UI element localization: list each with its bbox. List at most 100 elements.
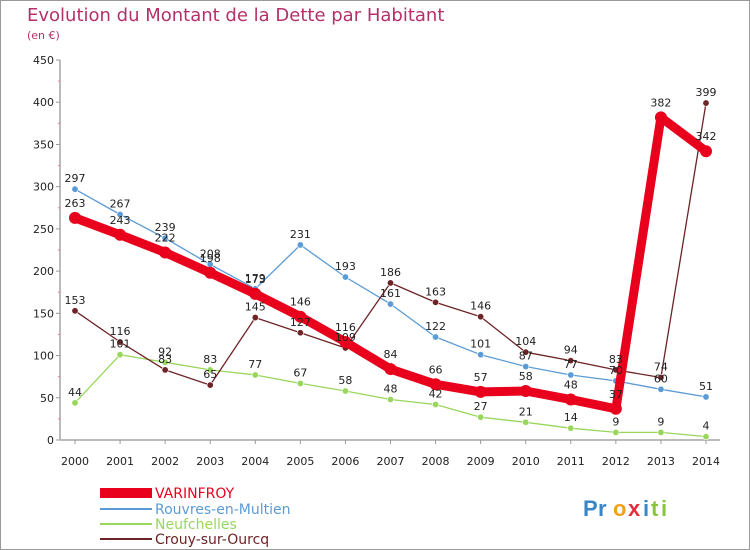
data-label: 65 — [203, 368, 217, 381]
data-point — [702, 393, 710, 401]
data-point — [341, 387, 349, 395]
data-point — [432, 298, 440, 306]
y-tick-label: 250 — [33, 223, 54, 236]
data-label: 58 — [519, 370, 533, 383]
data-point — [251, 371, 259, 379]
data-label: 60 — [654, 372, 668, 385]
data-point — [296, 329, 304, 337]
data-label: 74 — [654, 361, 668, 374]
data-label: 161 — [380, 287, 401, 300]
data-labels: 297 267 239 208 179 231 193 161 122 101 87 77 70 60 51… — [65, 86, 717, 433]
x-tick-label: 2004 — [241, 455, 269, 468]
data-label: 83 — [203, 353, 217, 366]
data-point — [564, 393, 577, 406]
data-label: 179 — [245, 272, 266, 285]
data-label: 37 — [609, 388, 623, 401]
data-point — [522, 363, 530, 371]
data-point — [249, 287, 262, 300]
data-point — [612, 428, 620, 436]
data-label: 4 — [703, 420, 710, 433]
data-label: 67 — [293, 366, 307, 379]
data-point — [432, 401, 440, 409]
data-label: 14 — [564, 411, 578, 424]
data-label: 9 — [657, 415, 664, 428]
data-label: 116 — [110, 325, 131, 338]
data-point — [159, 246, 172, 259]
data-point — [341, 273, 349, 281]
legend-label: Neufchelles — [155, 517, 237, 533]
data-label: 48 — [384, 382, 398, 395]
data-point — [477, 313, 485, 321]
data-label: 66 — [429, 363, 443, 376]
data-point — [386, 300, 394, 308]
legend-label: Rouvres-en-Multien — [155, 502, 290, 518]
data-point — [116, 338, 124, 346]
data-point — [522, 418, 530, 426]
data-label: 146 — [290, 296, 311, 309]
data-label: 42 — [429, 388, 443, 401]
y-tick-label: 150 — [33, 307, 54, 320]
y-tick-label: 200 — [33, 265, 54, 278]
data-point — [522, 348, 530, 356]
data-label: 163 — [425, 285, 446, 298]
data-point — [702, 433, 710, 441]
data-label: 51 — [699, 380, 713, 393]
x-tick-label: 2006 — [331, 455, 359, 468]
data-label: 342 — [696, 130, 717, 143]
data-label: 153 — [65, 294, 86, 307]
y-tick-label: 450 — [33, 54, 54, 67]
y-tick-label: 400 — [33, 96, 54, 109]
data-label: 145 — [245, 301, 266, 314]
data-label: 109 — [335, 331, 356, 344]
data-label: 173 — [245, 273, 266, 286]
data-label: 44 — [68, 386, 82, 399]
data-label: 94 — [564, 344, 578, 357]
x-tick-label: 2013 — [647, 455, 675, 468]
data-point — [116, 211, 124, 219]
data-label: 222 — [155, 232, 176, 245]
data-point — [161, 358, 169, 366]
x-tick-label: 2002 — [151, 455, 179, 468]
data-label: 58 — [338, 374, 352, 387]
data-point — [296, 241, 304, 249]
data-label: 77 — [564, 358, 578, 371]
data-label: 87 — [519, 350, 533, 363]
x-tick-label: 2000 — [61, 455, 89, 468]
data-point — [114, 228, 127, 241]
data-point — [71, 399, 79, 407]
logo-letter: i — [643, 496, 649, 521]
data-point — [432, 333, 440, 341]
data-label: 101 — [470, 338, 491, 351]
data-point — [294, 310, 307, 323]
data-point — [429, 378, 442, 391]
data-label: 9 — [612, 415, 619, 428]
data-point — [567, 424, 575, 432]
data-label: 27 — [474, 400, 488, 413]
data-point — [567, 357, 575, 365]
data-point — [206, 366, 214, 374]
y-tick-label: 50 — [40, 392, 54, 405]
data-point — [519, 385, 532, 398]
logo-letter: o — [613, 496, 626, 521]
x-tick-label: 2003 — [196, 455, 224, 468]
data-point — [296, 379, 304, 387]
x-tick-label: 2012 — [602, 455, 630, 468]
x-tick-label: 2011 — [557, 455, 585, 468]
data-label: 208 — [200, 247, 221, 260]
data-point — [700, 145, 712, 158]
legend: VARINFROYRouvres-en-MultienNeufchellesCr… — [100, 486, 290, 548]
logo-letter: P — [583, 496, 598, 521]
x-tick-label: 2009 — [467, 455, 495, 468]
chart-title: Evolution du Montant de la Dette par Hab… — [27, 5, 445, 26]
data-point — [71, 307, 79, 315]
data-label: 399 — [696, 86, 717, 99]
data-point — [702, 99, 710, 107]
y-tick-label: 100 — [33, 350, 54, 363]
x-tick-label: 2005 — [286, 455, 314, 468]
data-point — [657, 428, 665, 436]
legend-label: VARINFROY — [155, 486, 235, 502]
data-label: 239 — [155, 221, 176, 234]
